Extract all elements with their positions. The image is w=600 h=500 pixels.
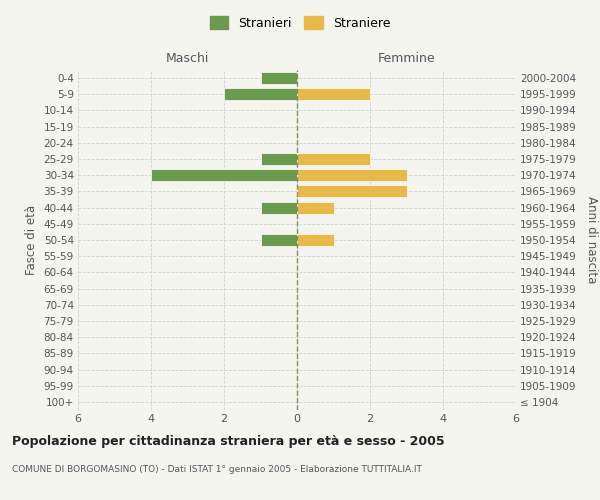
Text: COMUNE DI BORGOMASINO (TO) - Dati ISTAT 1° gennaio 2005 - Elaborazione TUTTITALI: COMUNE DI BORGOMASINO (TO) - Dati ISTAT … bbox=[12, 465, 422, 474]
Bar bbox=[224, 88, 297, 101]
Bar bbox=[297, 169, 407, 181]
Y-axis label: Fasce di età: Fasce di età bbox=[25, 205, 38, 275]
Y-axis label: Anni di nascita: Anni di nascita bbox=[585, 196, 598, 284]
Text: Popolazione per cittadinanza straniera per età e sesso - 2005: Popolazione per cittadinanza straniera p… bbox=[12, 435, 445, 448]
Bar bbox=[260, 153, 297, 165]
Bar bbox=[297, 202, 334, 213]
Bar bbox=[260, 72, 297, 84]
Text: Maschi: Maschi bbox=[166, 52, 209, 65]
Bar bbox=[297, 186, 407, 198]
Legend: Stranieri, Straniere: Stranieri, Straniere bbox=[205, 11, 395, 35]
Bar bbox=[151, 169, 297, 181]
Bar bbox=[260, 202, 297, 213]
Bar bbox=[260, 234, 297, 246]
Bar bbox=[297, 88, 370, 101]
Bar bbox=[297, 234, 334, 246]
Bar bbox=[297, 153, 370, 165]
Text: Femmine: Femmine bbox=[377, 52, 436, 65]
